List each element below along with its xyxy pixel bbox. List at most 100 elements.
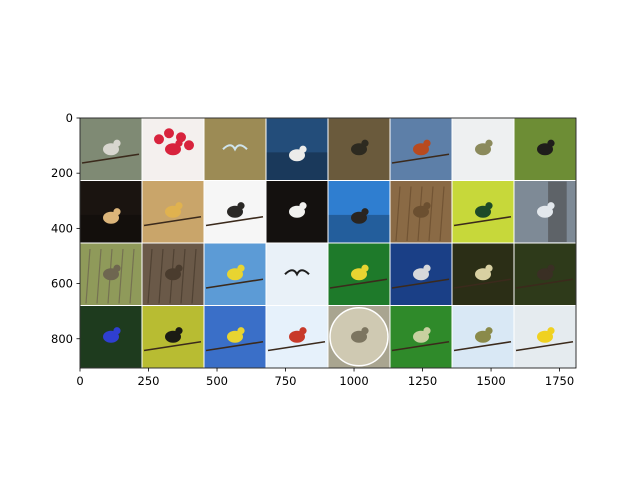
bird-head-shape — [175, 264, 183, 272]
bird-shape — [165, 330, 181, 343]
reed-shape — [158, 248, 164, 304]
bird-shape — [103, 268, 119, 281]
x-axis: 0 250 500 750 1000 1250 1500 1750 — [76, 368, 574, 388]
bird-shape — [351, 211, 367, 224]
bird-head-shape — [113, 208, 121, 216]
bird-shape — [475, 268, 491, 281]
bird-head-shape — [175, 139, 183, 147]
reed-shape — [96, 248, 102, 304]
bird-shape — [289, 149, 305, 162]
bird-head-shape — [237, 327, 245, 335]
image-tile-23 — [452, 243, 514, 305]
trunk-shape — [548, 181, 567, 242]
image-tile-15 — [452, 181, 514, 243]
image-tile-5 — [328, 118, 390, 180]
bird-shape — [103, 211, 119, 224]
bird-shape — [284, 269, 310, 277]
bird-shape — [537, 143, 553, 156]
branch-shape — [515, 278, 574, 289]
image-tile-7 — [452, 118, 514, 180]
image-tile-10 — [142, 181, 204, 243]
x-tick-label: 1000 — [339, 374, 368, 388]
bird-shape — [351, 268, 367, 281]
bird-head-shape — [113, 264, 121, 272]
x-tick-label: 0 — [76, 374, 83, 388]
bird-shape — [222, 144, 248, 152]
bird-shape — [413, 330, 429, 343]
bird-head-shape — [485, 264, 493, 272]
bird-shape — [289, 205, 305, 218]
bird-shape — [227, 268, 243, 281]
bird-shape — [165, 143, 181, 156]
branch-shape — [205, 340, 264, 352]
reed-shape — [395, 186, 401, 242]
bird-head-shape — [485, 327, 493, 335]
image-tile-21 — [328, 243, 390, 305]
image-tile-25 — [80, 306, 142, 368]
image-tile-24 — [514, 243, 576, 305]
branch-shape — [143, 340, 202, 352]
bird-shape — [413, 143, 429, 156]
bird-head-shape — [423, 264, 431, 272]
bird-shape — [165, 205, 181, 218]
image-tile-6 — [390, 118, 452, 180]
bird-head-shape — [299, 327, 307, 335]
bird-shape — [227, 205, 243, 218]
reed-shape — [191, 248, 197, 304]
x-tick-label: 500 — [206, 374, 228, 388]
bird-head-shape — [485, 202, 493, 210]
image-tile-2 — [142, 118, 204, 180]
branch-shape — [391, 153, 450, 164]
image-tile-8 — [514, 118, 576, 180]
image-tile-31 — [452, 306, 514, 368]
reed-shape — [147, 248, 153, 304]
image-tile-19 — [204, 243, 266, 305]
image-tile-28 — [266, 306, 328, 368]
branch-shape — [453, 215, 512, 227]
image-tile-22 — [390, 243, 452, 305]
bird-head-shape — [361, 327, 369, 335]
bird-head-shape — [237, 202, 245, 210]
branch-shape — [143, 215, 202, 227]
image-tile-26 — [142, 306, 204, 368]
y-tick-label: 200 — [51, 166, 73, 180]
y-tick-label: 0 — [66, 111, 73, 125]
image-tile-11 — [204, 181, 266, 243]
image-tile-3 — [204, 118, 266, 180]
bird-head-shape — [113, 327, 121, 335]
bird-shape — [475, 143, 491, 156]
y-tick-label: 600 — [51, 277, 73, 291]
branch-shape — [453, 278, 512, 289]
branch-shape — [205, 278, 264, 289]
bird-head-shape — [423, 139, 431, 147]
bird-shape — [289, 330, 305, 343]
bird-shape — [537, 205, 553, 218]
bird-head-shape — [423, 327, 431, 335]
image-tile-1 — [80, 118, 142, 180]
branch-shape — [391, 340, 450, 352]
x-tick-label: 1750 — [545, 374, 574, 388]
bird-head-shape — [485, 139, 493, 147]
bird-head-shape — [547, 139, 555, 147]
image-tile-18 — [142, 243, 204, 305]
bird-shape — [351, 143, 367, 156]
reed-shape — [129, 248, 135, 304]
image-tile-13 — [328, 181, 390, 243]
reed-shape — [118, 248, 124, 304]
reed-shape — [85, 248, 91, 304]
bird-shape — [537, 268, 553, 281]
bird-head-shape — [175, 327, 183, 335]
image-grid — [80, 118, 576, 368]
bird-shape — [351, 330, 367, 343]
bird-head-shape — [423, 202, 431, 210]
bird-shape — [165, 268, 181, 281]
branch-shape — [329, 278, 388, 289]
bird-shape — [103, 143, 119, 156]
image-tile-27 — [204, 306, 266, 368]
image-tile-30 — [390, 306, 452, 368]
bird-shape — [475, 330, 491, 343]
bird-head-shape — [175, 202, 183, 210]
bird-head-shape — [237, 264, 245, 272]
image-tile-32 — [514, 306, 576, 368]
